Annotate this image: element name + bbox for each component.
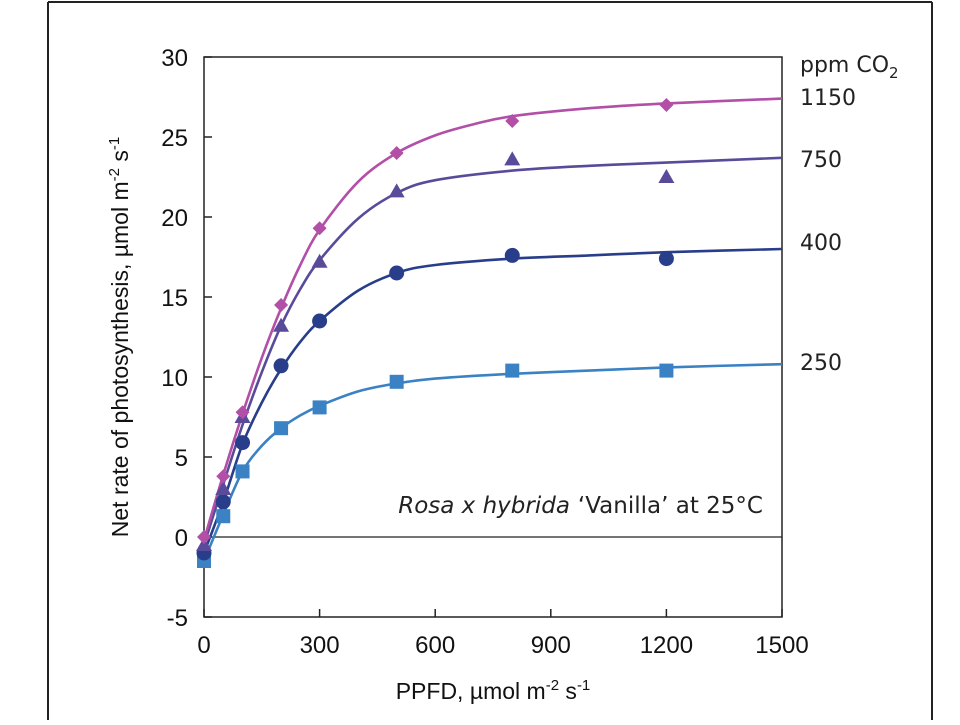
data-point-400: [389, 265, 405, 281]
fit-curve-400: [202, 247, 783, 554]
y-axis-title-mid: s: [107, 150, 133, 168]
annotation-rest: ‘Vanilla’ at 25°C: [578, 493, 763, 519]
data-point-1150: [235, 405, 250, 420]
y-tick-label: 15: [161, 285, 188, 312]
x-tick-label: 0: [197, 632, 210, 659]
y-axis-title-sup2: -1: [106, 137, 123, 150]
data-point-750: [388, 183, 405, 198]
x-axis-title-sup2: -1: [577, 677, 590, 694]
series-label-750: 750: [800, 148, 842, 173]
data-point-400: [235, 435, 251, 451]
fit-curves: [202, 97, 783, 562]
y-tick-label: 25: [161, 125, 188, 152]
x-tick-label: 1200: [640, 632, 693, 659]
x-axis-title-sup1: -2: [546, 677, 559, 694]
x-axis-title-mid: s: [559, 678, 577, 704]
species-name: Rosa x hybrida: [398, 493, 570, 519]
data-point-750: [658, 169, 675, 183]
x-tick-label: 600: [415, 632, 455, 659]
series-labels: 250 400 750 1150: [800, 86, 856, 376]
data-point-750: [215, 481, 232, 495]
x-tick-label: 300: [300, 632, 340, 659]
data-point-1150: [197, 530, 211, 544]
legend-title-base: ppm CO: [800, 53, 889, 78]
data-point-400: [215, 494, 231, 510]
data-point-750: [311, 253, 328, 268]
tick-layer: 0 300 600 900 1200 1500 -5 0 5 10 15 20 25 30: [161, 45, 808, 659]
series-label-1150: 1150: [800, 86, 856, 111]
y-tick-label: 30: [161, 45, 188, 72]
y-tick-label: 10: [161, 365, 188, 392]
data-point-400: [273, 358, 289, 374]
x-tick-label: 900: [531, 632, 571, 659]
fit-curve-750: [202, 156, 783, 546]
y-tick-label: 5: [175, 445, 188, 472]
series-label-400: 400: [800, 231, 842, 256]
data-point-250: [659, 363, 674, 378]
data-point-1150: [312, 221, 327, 236]
legend-title-sub: 2: [889, 64, 899, 82]
data-point-250: [505, 363, 520, 378]
x-tick-label: 1500: [755, 632, 808, 659]
x-axis-title-base: PPFD, µmol m: [396, 678, 546, 704]
y-tick-label: 20: [161, 205, 188, 232]
fit-curve-1150: [202, 97, 783, 541]
data-point-250: [389, 374, 404, 389]
x-axis-title: PPFD, µmol m-2 s-1: [396, 677, 591, 704]
plot-area: [203, 56, 783, 618]
data-point-250: [312, 400, 327, 415]
data-point-250: [235, 464, 250, 479]
data-points: [196, 98, 675, 568]
y-axis-title-sup1: -2: [106, 168, 123, 181]
y-tick-label: -5: [167, 605, 188, 632]
data-point-250: [216, 509, 231, 524]
data-point-1150: [274, 298, 289, 312]
data-point-1150: [216, 469, 231, 484]
species-annotation: Rosa x hybrida ‘Vanilla’ at 25°C: [398, 493, 763, 519]
data-point-400: [658, 251, 674, 267]
y-axis-title-base: Net rate of photosynthesis, µmol m: [107, 181, 133, 537]
y-axis-title: Net rate of photosynthesis, µmol m-2 s-1: [106, 137, 133, 537]
data-point-400: [504, 247, 520, 263]
data-point-750: [273, 317, 290, 332]
data-point-1150: [505, 114, 520, 128]
fit-curve-250: [202, 362, 783, 562]
data-point-1150: [659, 98, 674, 112]
legend-title: ppm CO2: [800, 53, 899, 82]
data-point-250: [274, 421, 289, 436]
data-point-400: [312, 313, 328, 329]
y-tick-label: 0: [175, 525, 188, 552]
data-point-1150: [389, 146, 404, 160]
data-point-750: [504, 151, 521, 166]
series-label-250: 250: [800, 351, 842, 376]
